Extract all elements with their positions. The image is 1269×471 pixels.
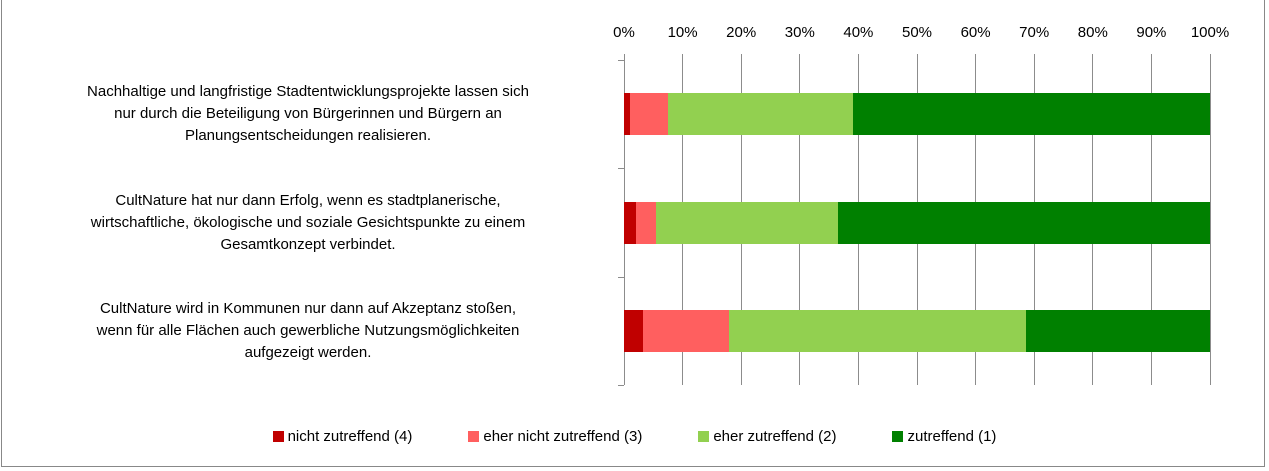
x-tick-label: 90% (1136, 24, 1167, 41)
legend-label: eher zutreffend (2) (713, 428, 837, 445)
bar-segment (667, 93, 853, 136)
legend-label: eher nicht zutreffend (3) (483, 428, 643, 445)
x-tick-label: 100% (1190, 24, 1230, 41)
bar-segment (656, 201, 838, 244)
bar-segment (624, 201, 636, 244)
legend: nicht zutreffend (4) eher nicht zutreffen… (0, 428, 1269, 445)
legend-item: nicht zutreffend (4) (272, 428, 413, 445)
legend-swatch (698, 431, 710, 442)
legend-swatch (272, 431, 284, 442)
x-tick-label: 10% (667, 24, 698, 41)
legend-swatch (468, 431, 480, 442)
x-tick-label: 60% (960, 24, 991, 41)
grid-line (1209, 54, 1211, 385)
bar-segment (728, 309, 1026, 352)
legend-label: zutreffend (1) (907, 428, 997, 445)
bar-segment (852, 93, 1210, 136)
legend-item: zutreffend (1) (892, 428, 996, 445)
x-tick-label: 70% (1019, 24, 1050, 41)
x-tick-label: 80% (1077, 24, 1108, 41)
category-label: CultNature hat nur dann Erfolg, wenn es … (90, 191, 526, 253)
bar-segment (629, 93, 668, 136)
legend-item: eher nicht zutreffend (3) (468, 428, 642, 445)
bar-segment (1025, 309, 1210, 352)
x-tick-label: 30% (784, 24, 815, 41)
y-tick (618, 168, 624, 170)
y-tick (618, 60, 624, 61)
category-label: CultNature wird in Kommunen nur dann auf… (96, 299, 520, 361)
category-label: Nachhaltige und langfristige Stadtentwic… (87, 83, 529, 145)
x-tick-label: 40% (843, 24, 874, 41)
x-tick-label: 50% (901, 24, 933, 41)
legend-item: eher zutreffend (2) (698, 428, 836, 445)
legend-swatch (892, 431, 904, 442)
bar-segment (642, 309, 729, 352)
bar-segment (635, 201, 657, 244)
bar-segment (837, 201, 1210, 244)
bar-segment (624, 309, 643, 352)
y-tick (618, 276, 624, 278)
x-tick-label: 20% (726, 24, 757, 41)
x-tick-label: 0% (613, 24, 635, 41)
legend-label: nicht zutreffend (4) (287, 428, 413, 445)
bar-segment (624, 93, 630, 136)
y-tick (618, 385, 624, 386)
